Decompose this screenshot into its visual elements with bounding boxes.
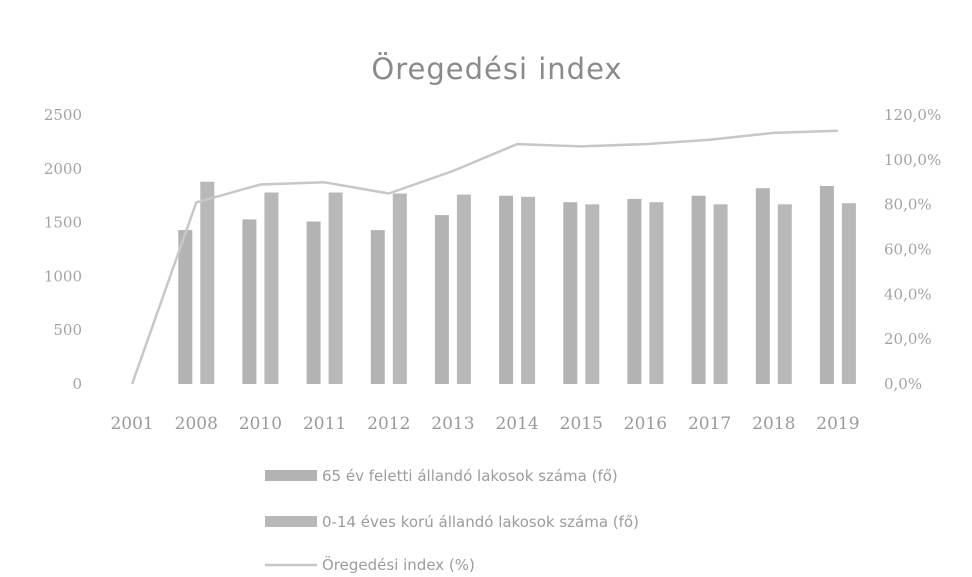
legend-label: 65 év feletti állandó lakosok száma (fő) [322,467,618,485]
bar-1-2014 [499,195,514,384]
category-label: 2014 [495,414,538,434]
category-label: 2001 [110,414,153,434]
bar-1-2012 [370,230,385,384]
legend: 65 év feletti állandó lakosok száma (fő)… [265,467,639,574]
bar-2-2010 [264,192,279,384]
legend-label: Öregedési index (%) [322,555,475,574]
bar-1-2019 [819,186,834,384]
bar-2-2018 [777,204,792,384]
category-label: 2018 [752,414,795,434]
category-label: 2013 [431,414,474,434]
right-axis: 0,0% 20,0% 40,0% 60,0% 80,0% 100,0% 120,0% [884,106,941,393]
bar-1-2018 [755,188,770,384]
bar-1-2011 [306,221,321,384]
bar-2-2014 [521,196,536,384]
line-series-index [130,129,838,385]
right-tick-label: 20,0% [884,330,932,348]
legend-label: 0-14 éves korú állandó lakosok száma (fő… [322,513,639,531]
left-tick-label: 0 [72,375,82,393]
right-tick-label: 80,0% [884,196,932,214]
bar-2-2011 [328,192,343,384]
left-tick-label: 500 [53,321,82,339]
right-tick-label: 100,0% [884,151,941,169]
bar-2-2017 [713,204,728,384]
category-label: 2015 [560,414,603,434]
bar-2-2016 [649,202,664,384]
category-axis: 2001 2008 2010 2011 2012 2013 2014 2015 2016 2017… [110,414,859,434]
bar-2-2012 [392,193,407,384]
right-tick-label: 40,0% [884,285,932,303]
left-tick-label: 2500 [44,106,82,124]
line-layer [130,129,838,385]
bar-2-2008 [200,181,215,384]
legend-swatch-bar-1 [265,470,317,481]
left-tick-label: 2000 [44,160,82,178]
bar-2-2019 [841,203,856,384]
bar-1-2013 [434,215,449,384]
category-label: 2019 [816,414,859,434]
right-tick-label: 60,0% [884,241,932,259]
bar-1-2016 [627,198,642,384]
bar-1-2010 [242,219,257,384]
category-label: 2017 [688,414,731,434]
left-tick-label: 1000 [44,267,82,285]
bar-2-2015 [585,204,600,384]
legend-swatch-bar-2 [265,516,317,527]
category-label: 2010 [239,414,282,434]
left-tick-label: 1500 [44,214,82,232]
category-label: 2008 [175,414,218,434]
category-label: 2011 [303,414,346,434]
bar-1-2008 [178,230,193,384]
chart-title: Öregedési index [371,52,622,86]
bar-1-2017 [691,195,706,384]
right-tick-label: 0,0% [884,375,922,393]
category-label: 2016 [624,414,667,434]
bar-1-2015 [563,202,578,384]
left-axis: 0 500 1000 1500 2000 2500 [44,106,82,393]
right-tick-label: 120,0% [884,106,941,124]
bar-2-2013 [456,194,471,384]
category-label: 2012 [367,414,410,434]
bars-layer [178,181,856,384]
